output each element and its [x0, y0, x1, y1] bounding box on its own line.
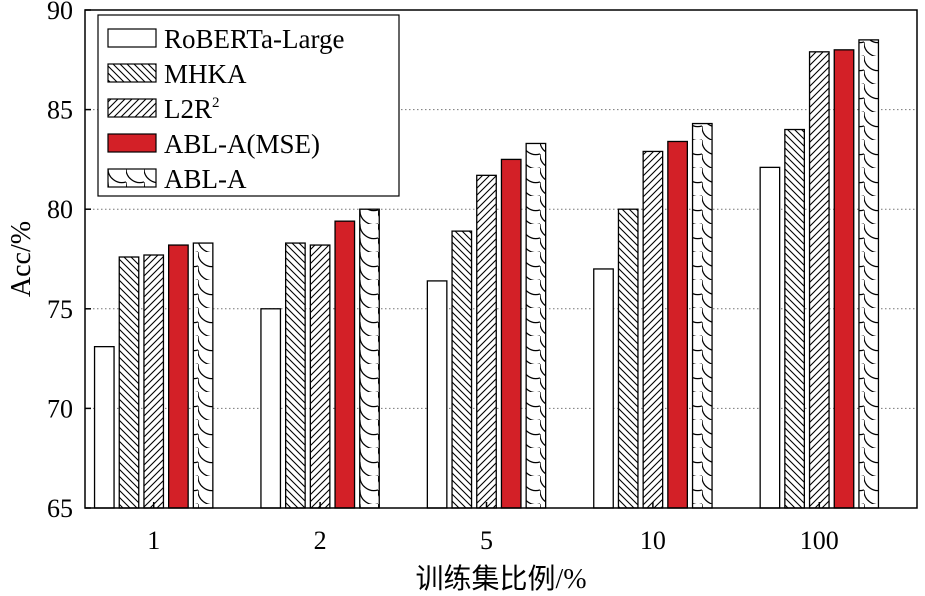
legend-label: ABL-A	[164, 164, 247, 194]
bar-abl-a-10	[691, 122, 713, 509]
bar-abl-a-1	[192, 242, 214, 509]
x-tick-label: 2	[314, 526, 327, 555]
bar-l2r--1	[143, 254, 165, 509]
bar-l2r--10	[642, 150, 664, 509]
legend-swatch	[107, 63, 157, 83]
legend-label-text: ABL-A(MSE)	[164, 129, 320, 159]
legend-label-text: MHKA	[164, 59, 247, 89]
x-axis-ticks: 1 2 5 10 100	[147, 502, 839, 555]
legend-label-text: L2R	[164, 94, 212, 124]
bar-roberta-large-1	[93, 345, 115, 509]
plot-frame	[84, 9, 918, 509]
legend-label: RoBERTa-Large	[164, 24, 344, 54]
legend-label-text: RoBERTa-Large	[164, 24, 344, 54]
y-tick-label: 75	[47, 295, 73, 324]
bar-mhka-10	[617, 208, 639, 509]
legend-swatch	[107, 133, 157, 153]
legend-label: ABL-A(MSE)	[164, 129, 320, 159]
x-axis-label: 训练集比例/%	[415, 563, 586, 595]
bar-roberta-large-2	[260, 308, 282, 509]
y-tick-label: 70	[47, 394, 73, 423]
bar-mhka-1	[118, 256, 140, 509]
y-axis-ticks: 65 70 75 80 85 90	[47, 0, 91, 523]
y-axis-label: Acc/%	[6, 221, 37, 297]
bar-abl-a-5	[525, 142, 547, 509]
bar-l2r--100	[808, 51, 830, 509]
bar-mhka-100	[784, 128, 805, 509]
y-tick-label: 80	[47, 195, 73, 224]
legend-label: L2R2	[164, 94, 220, 124]
legend: RoBERTa-Large MHKA L2R2 ABL-A(MSE) ABL-A	[97, 14, 400, 197]
bar-roberta-large-10	[593, 268, 614, 509]
legend-label-text: ABL-A	[164, 164, 247, 194]
bar-roberta-large-100	[759, 166, 781, 509]
y-tick-label: 85	[47, 96, 73, 125]
y-tick-label: 90	[47, 0, 73, 25]
x-tick-label: 5	[480, 526, 493, 555]
bar-mhka-2	[284, 242, 306, 509]
bar-abl-a-mse--1	[167, 244, 189, 509]
bar-roberta-large-5	[426, 280, 448, 509]
bar-l2r--2	[309, 244, 331, 509]
bar-l2r--5	[476, 174, 497, 509]
legend-swatch	[107, 28, 157, 48]
x-tick-label: 1	[147, 526, 160, 555]
y-tick-label: 65	[47, 494, 73, 523]
bar-abl-a-mse--5	[500, 158, 522, 509]
legend-swatch	[107, 168, 157, 188]
legend-label: MHKA	[164, 59, 247, 89]
bar-abl-a-mse--2	[334, 220, 356, 509]
bar-mhka-5	[451, 230, 473, 509]
bar-abl-a-2	[359, 208, 380, 509]
bar-abl-a-mse--100	[833, 49, 855, 509]
x-tick-label: 10	[640, 526, 666, 555]
legend-swatch	[107, 98, 157, 118]
bar-abl-a-100	[858, 39, 880, 509]
axes	[84, 9, 918, 509]
x-tick-label: 100	[800, 526, 839, 555]
legend-label-superscript: 2	[212, 95, 220, 111]
bar-abl-a-mse--10	[667, 140, 688, 509]
